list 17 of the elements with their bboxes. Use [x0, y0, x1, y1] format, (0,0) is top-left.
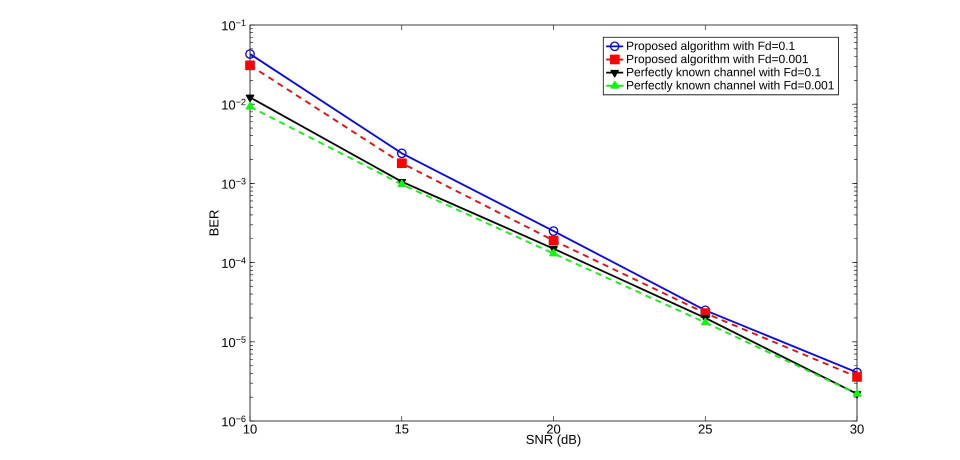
x-tick-label: 30 [850, 424, 864, 434]
y-tick-label: 10$^{−1}$ [222, 20, 246, 30]
legend-label: Perfectly known channel with Fd=0.1 [627, 68, 820, 79]
y-axis-title: BER [209, 210, 218, 236]
legend-label: Proposed algorithm with Fd=0.001 [627, 54, 808, 66]
y-tick-label: 10$^{−5}$ [222, 336, 246, 348]
legend-label: Perfectly known channel with Fd=0.001 [627, 80, 834, 92]
x-tick-label: 25 [698, 424, 712, 434]
legend-label: Proposed algorithm with Fd=0.1 [627, 41, 795, 52]
x-tick-label: 15 [396, 424, 408, 434]
x-axis-title: SNR (dB) [526, 434, 580, 447]
y-tick-label: 10$^{−4}$ [222, 257, 246, 268]
x-tick-label: 10 [244, 424, 257, 434]
y-tick-label: 10$^{−6}$ [222, 416, 246, 426]
y-tick-label: 10$^{−2}$ [222, 98, 246, 110]
x-tick-label: 20 [546, 424, 560, 434]
y-tick-label: 10$^{−3}$ [222, 178, 246, 189]
